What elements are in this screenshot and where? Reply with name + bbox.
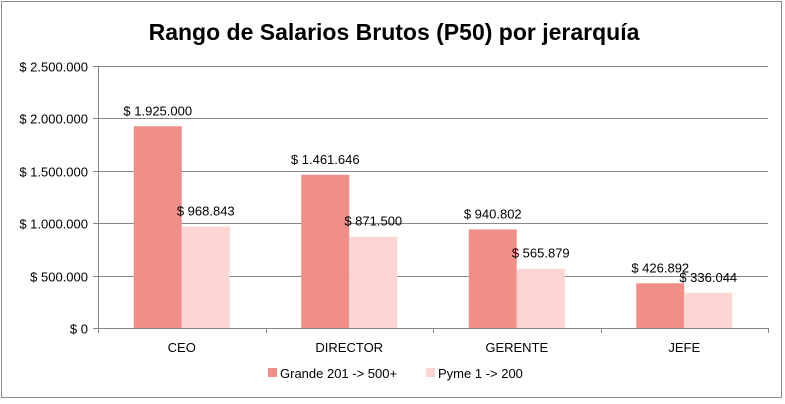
bar <box>468 229 517 328</box>
x-axis: CEO DIRECTOR GERENTE JEFE <box>98 328 769 355</box>
bar-chart: Rango de Salarios Brutos (P50) por jerar… <box>19 19 769 381</box>
legend-label: Pyme 1 -> 200 <box>438 366 523 381</box>
x-tick-label: DIRECTOR <box>315 340 383 355</box>
data-label: $ 871.500 <box>344 214 402 229</box>
bar <box>133 126 182 328</box>
data-label: $ 1.461.646 <box>291 152 360 167</box>
y-tick-label: $ 2.500.000 <box>19 60 88 75</box>
bar <box>516 268 565 328</box>
data-label: $ 426.892 <box>631 260 689 275</box>
chart-title: Rango de Salarios Brutos (P50) por jerar… <box>149 19 640 45</box>
chart-frame: Rango de Salarios Brutos (P50) por jerar… <box>1 1 782 398</box>
bar <box>684 292 733 328</box>
x-tick-label: CEO <box>168 340 196 355</box>
y-tick-label: $ 500.000 <box>30 270 88 285</box>
bars <box>133 126 733 328</box>
y-tick-label: $ 0 <box>70 322 88 337</box>
bar <box>636 283 685 328</box>
y-tick-label: $ 1.000.000 <box>19 217 88 232</box>
data-labels: $ 1.925.000 $ 968.843 $ 1.461.646 $ 871.500… <box>123 103 737 285</box>
y-tick-label: $ 1.500.000 <box>19 165 88 180</box>
legend-swatch <box>426 368 435 377</box>
data-label: $ 336.044 <box>679 270 737 285</box>
data-label: $ 1.925.000 <box>123 103 192 118</box>
data-label: $ 565.879 <box>512 246 570 261</box>
y-tick-label: $ 2.000.000 <box>19 112 88 127</box>
legend-swatch <box>268 368 277 377</box>
legend: Grande 201 -> 500+ Pyme 1 -> 200 <box>268 366 523 381</box>
data-label: $ 940.802 <box>464 206 522 221</box>
bar <box>301 174 350 328</box>
x-tick-label: JEFE <box>668 340 700 355</box>
x-tick-label: GERENTE <box>485 340 548 355</box>
data-label: $ 968.843 <box>177 203 235 218</box>
bar <box>349 236 398 328</box>
y-axis: $ 0 $ 500.000 $ 1.000.000 $ 1.500.000 $ 2.00… <box>19 60 99 337</box>
bar <box>181 226 230 328</box>
legend-label: Grande 201 -> 500+ <box>280 366 397 381</box>
